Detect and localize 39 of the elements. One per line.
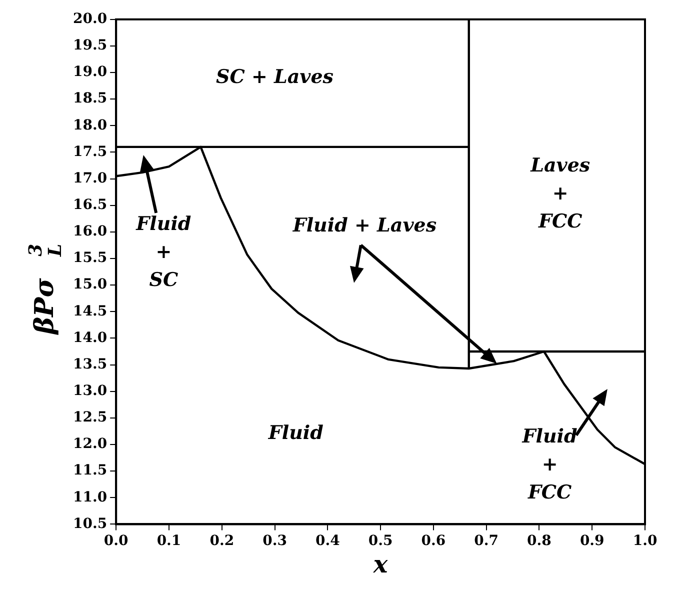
annotation: Fluid xyxy=(267,422,324,444)
y-tick-label: 15.0 xyxy=(72,276,108,293)
x-tick-label: 0.2 xyxy=(210,533,234,550)
y-tick-label: 13.0 xyxy=(72,383,108,399)
y-tick-label: 16.5 xyxy=(72,197,108,214)
y-tick-label: 19.0 xyxy=(72,64,108,80)
annotation: Fluid + Laves xyxy=(292,214,437,237)
y-tick-label: 18.5 xyxy=(72,90,108,107)
y-axis-title: βPσL3 xyxy=(26,244,66,336)
x-tick-label: 0.5 xyxy=(368,533,393,550)
annotation: Fluid + FCC xyxy=(521,426,578,504)
y-tick-label: 12.5 xyxy=(72,410,108,426)
x-tick-label: 0.9 xyxy=(580,533,604,550)
y-tick-label: 20.0 xyxy=(72,11,108,28)
y-tick-label: 10.5 xyxy=(72,516,108,532)
y-tick-label: 15.5 xyxy=(72,250,108,266)
y-tick-label: 17.0 xyxy=(72,170,108,186)
x-tick-label: 0.7 xyxy=(474,533,499,550)
y-tick-label: 11.0 xyxy=(72,489,108,506)
x-tick-label: 0.8 xyxy=(527,533,552,550)
x-tick-label: 1.0 xyxy=(632,533,658,550)
x-tick-label: 0.0 xyxy=(104,533,129,550)
annotation: SC + Laves xyxy=(216,66,334,88)
y-tick-label: 18.0 xyxy=(72,117,108,134)
y-tick-label: 16.0 xyxy=(72,224,108,240)
x-tick-label: 0.6 xyxy=(421,533,446,550)
y-tick-label: 19.5 xyxy=(72,38,108,54)
y-tick-label: 14.5 xyxy=(72,303,108,320)
y-tick-label: 14.0 xyxy=(72,330,108,346)
y-tick-label: 12.0 xyxy=(72,436,108,452)
annotation: Fluid + SC xyxy=(135,213,192,292)
y-tick-label: 13.5 xyxy=(72,356,108,372)
annotation: Laves + FCC xyxy=(530,154,590,233)
x-tick-label: 0.3 xyxy=(262,533,287,550)
x-axis-title: x xyxy=(372,549,388,578)
x-tick-label: 0.1 xyxy=(156,533,182,550)
y-tick-label: 17.5 xyxy=(72,144,108,160)
y-tick-label: 11.5 xyxy=(72,462,108,479)
x-tick-label: 0.4 xyxy=(315,533,340,550)
